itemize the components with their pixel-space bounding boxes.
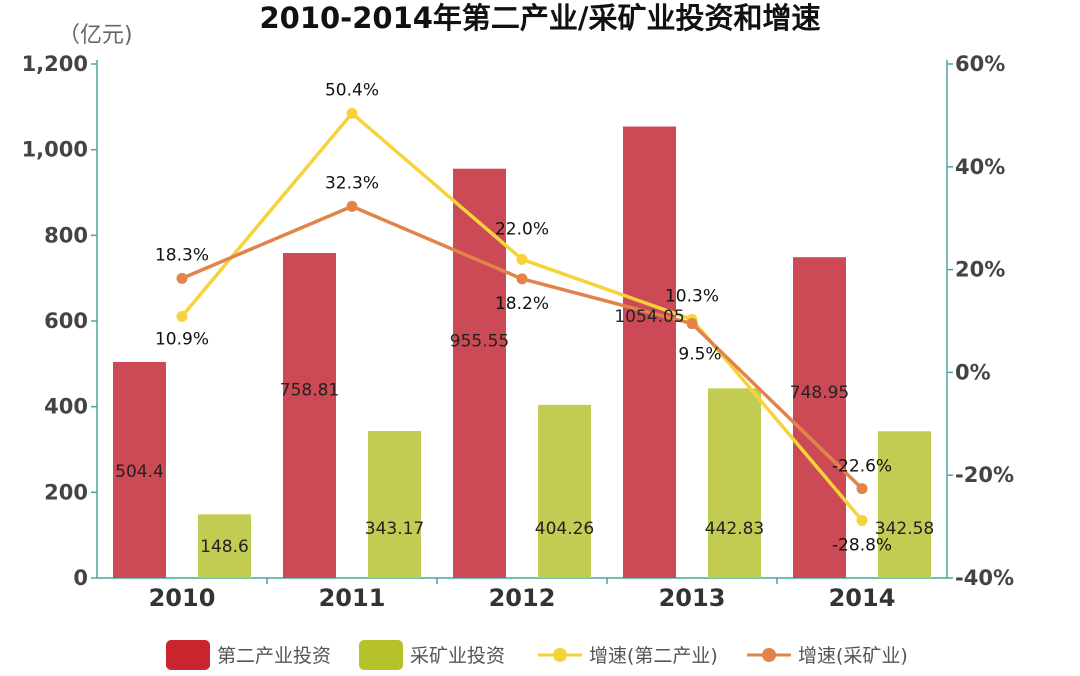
y-right-tick-label: 0% [955,360,991,384]
legend-marker [762,648,776,662]
x-tick-label: 2012 [489,584,556,612]
data-labels: 504.4 758.81 955.55 1054.05 748.95 148.6 343.1… [115,80,934,557]
y-left-tick-label: 600 [44,309,88,333]
line-point [346,200,358,212]
line-value-label: -22.6% [832,457,892,477]
bar-secondary-industry [623,126,676,578]
y-right-tick-label: 20% [955,258,1005,282]
legend-label: 增速(第二产业) [589,645,718,667]
bar-secondary-industry [283,252,336,578]
bar-value-label: 504.4 [115,462,164,482]
line-value-label: 32.3% [325,173,379,193]
bar-secondary-industry [113,361,166,578]
legend-label: 第二产业投资 [217,645,331,667]
line-point [346,107,358,119]
axes: 0 200 400 600 800 1,000 1,200 -40% -20% 0% 20% 40% 6… [22,52,1014,612]
bar-value-label: 148.6 [200,537,249,557]
line-point [176,310,188,322]
line-value-label: 22.0% [495,219,549,239]
y-left-tick-label: 0 [73,566,88,590]
x-tick-label: 2014 [829,584,896,612]
bar-mining [198,514,251,578]
line-value-label: 50.4% [325,80,379,100]
y-right-tick-label: -40% [955,566,1014,590]
y-left-tick-label: 200 [44,480,88,504]
legend-label: 采矿业投资 [410,645,505,667]
legend-swatch [166,640,210,670]
bar-value-label: 442.83 [705,519,764,539]
line-point [686,318,698,330]
line-value-label: 9.5% [678,345,721,365]
y-right-tick-label: 60% [955,52,1005,76]
line-value-label: 18.3% [155,245,209,265]
line-point [856,514,868,526]
y-left-tick-label: 800 [44,223,88,247]
y-left-unit-label: （亿元) [58,23,133,48]
line-point [176,272,188,284]
bar-mining [708,388,761,578]
bar-value-label: 748.95 [790,383,849,403]
bar-value-label: 342.58 [875,519,934,539]
line-point [856,483,868,495]
bar-value-label: 758.81 [280,380,339,400]
line-value-label: 10.9% [155,329,209,349]
bar-value-label: 343.17 [365,519,424,539]
bar-value-label: 404.26 [535,519,594,539]
x-tick-label: 2013 [659,584,726,612]
bar-mining [368,431,421,578]
bar-value-label: 1054.05 [614,307,684,327]
x-tick-label: 2011 [319,584,386,612]
y-right-tick-label: 40% [955,155,1005,179]
line-value-label: -28.8% [832,535,892,555]
y-right-tick-label: -20% [955,463,1014,487]
y-left-tick-label: 1,000 [22,138,88,162]
legend-marker [553,648,567,662]
x-tick-label: 2010 [149,584,216,612]
bar-mining [538,404,591,578]
line-point [516,253,528,265]
line-value-label: 10.3% [665,286,719,306]
bars [113,126,931,578]
line-value-label: 18.2% [495,294,549,314]
bar-mining [878,431,931,578]
legend: 第二产业投资 采矿业投资 增速(第二产业) 增速(采矿业) [166,640,908,670]
bar-secondary-industry [793,257,846,578]
y-left-tick-label: 1,200 [22,52,88,76]
growth-lines [176,107,868,526]
chart-title: 2010-2014年第二产业/采矿业投资和增速 [259,1,820,35]
bar-value-label: 955.55 [450,332,509,352]
legend-label: 增速(采矿业) [798,645,908,667]
line-point [516,273,528,285]
y-left-tick-label: 400 [44,395,88,419]
legend-swatch [359,640,403,670]
